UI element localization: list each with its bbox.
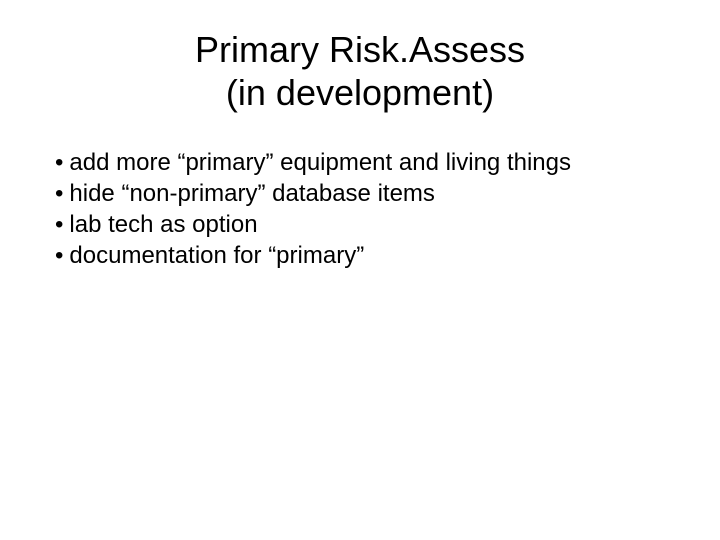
bullet-icon: • (55, 148, 63, 179)
bullet-text: lab tech as option (69, 210, 257, 241)
bullet-icon: • (55, 210, 63, 241)
bullet-text: hide “non-primary” database items (69, 179, 435, 210)
title-line-1: Primary Risk.Assess (55, 28, 665, 71)
bullet-text: documentation for “primary” (69, 241, 364, 272)
bullet-icon: • (55, 179, 63, 210)
bullet-list: • add more “primary” equipment and livin… (55, 148, 665, 271)
bullet-icon: • (55, 241, 63, 272)
list-item: • hide “non-primary” database items (55, 179, 665, 210)
list-item: • add more “primary” equipment and livin… (55, 148, 665, 179)
title-line-2: (in development) (55, 71, 665, 114)
list-item: • lab tech as option (55, 210, 665, 241)
slide-title-block: Primary Risk.Assess (in development) (55, 28, 665, 114)
list-item: • documentation for “primary” (55, 241, 665, 272)
bullet-text: add more “primary” equipment and living … (69, 148, 571, 179)
